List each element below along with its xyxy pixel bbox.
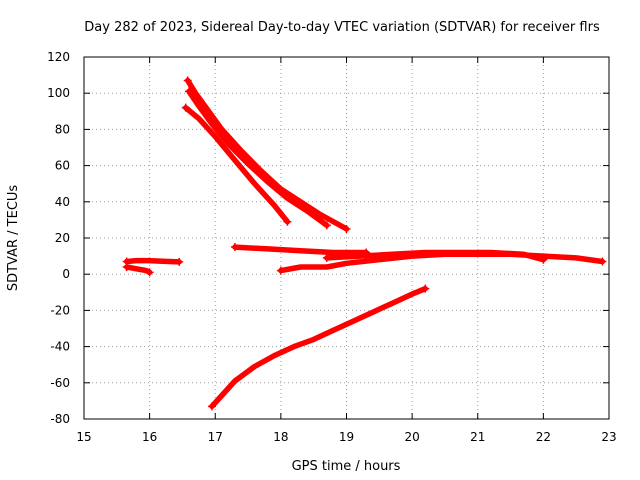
y-tick-label: 80 xyxy=(55,122,70,136)
ticks: 15 16 17 18 19 20 21 22 23 -80 -60 -40 -20 0 20 40 60 80 1… xyxy=(47,50,617,444)
endpoint-marker xyxy=(145,268,154,277)
endpoint-marker xyxy=(276,266,285,275)
series-line-arc-d xyxy=(186,88,330,229)
x-tick-label: 23 xyxy=(601,430,616,444)
series-line-arc-b xyxy=(123,264,153,276)
endpoint-marker xyxy=(183,76,192,85)
x-tick-label: 16 xyxy=(142,430,157,444)
chart-title: Day 282 of 2023, Sidereal Day-to-day VTE… xyxy=(84,20,600,35)
endpoint-marker xyxy=(342,224,351,233)
series-line-arc-i xyxy=(209,285,428,410)
x-tick-label: 17 xyxy=(208,430,223,444)
x-axis-label: GPS time / hours xyxy=(292,459,401,474)
endpoint-marker xyxy=(322,221,331,230)
y-axis-label: SDTVAR / TECUs xyxy=(6,185,21,292)
endpoint-marker xyxy=(207,402,216,411)
series-line-arc-e xyxy=(182,104,291,225)
endpoint-marker xyxy=(539,255,548,264)
x-tick-label: 15 xyxy=(76,430,91,444)
endpoint-marker xyxy=(598,257,607,266)
series-line-arc-c xyxy=(184,77,350,232)
endpoint-marker xyxy=(421,284,430,293)
endpoint-marker xyxy=(122,262,131,271)
y-tick-label: 20 xyxy=(55,231,70,245)
y-tick-label: -40 xyxy=(50,340,70,354)
endpoint-marker xyxy=(322,253,331,262)
series-line-arc-a xyxy=(123,257,182,265)
endpoint-marker xyxy=(175,257,184,266)
y-tick-label: 60 xyxy=(55,159,70,173)
endpoint-marker xyxy=(230,243,239,252)
y-tick-label: 100 xyxy=(47,86,70,100)
x-tick-label: 22 xyxy=(536,430,551,444)
x-tick-label: 20 xyxy=(404,430,419,444)
y-tick-label: 40 xyxy=(55,195,70,209)
x-tick-label: 18 xyxy=(273,430,288,444)
endpoint-marker xyxy=(283,217,292,226)
y-tick-label: -80 xyxy=(50,412,70,426)
y-tick-label: -20 xyxy=(50,303,70,317)
series-line-arc-f xyxy=(232,244,369,256)
series-line-arc-h xyxy=(324,249,547,263)
y-tick-label: 0 xyxy=(62,267,70,281)
x-tick-label: 21 xyxy=(470,430,485,444)
y-tick-label: 120 xyxy=(47,50,70,64)
x-tick-label: 19 xyxy=(339,430,354,444)
y-tick-label: -60 xyxy=(50,376,70,390)
grid xyxy=(84,57,609,419)
series-layer xyxy=(122,76,607,411)
endpoint-marker xyxy=(185,87,193,96)
endpoint-marker xyxy=(181,103,190,112)
